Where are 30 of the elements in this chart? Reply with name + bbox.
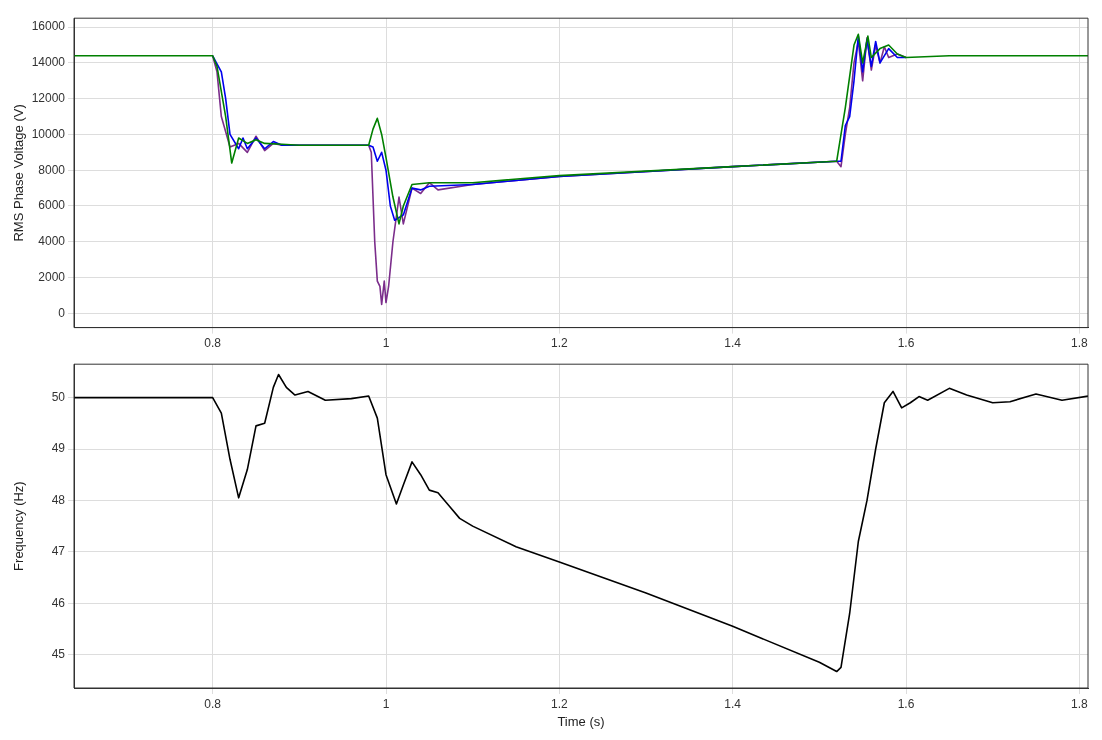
x-tick-label: 1.8 <box>1070 336 1088 351</box>
y-tick-label: 45 <box>51 646 66 661</box>
y-tick-label: 48 <box>51 492 66 507</box>
y-axis-title: RMS Phase Voltage (V) <box>11 104 27 242</box>
y-tick-label: 12000 <box>31 90 66 105</box>
x-tick-label: 1.4 <box>724 336 742 351</box>
x-tick-label: 0.8 <box>204 696 222 711</box>
x-tick-label: 1.8 <box>1070 696 1088 711</box>
y-tick-label: 6000 <box>38 198 66 213</box>
x-tick-label: 1 <box>382 336 390 351</box>
y-tick-label: 2000 <box>38 269 66 284</box>
x-tick-label: 1 <box>382 696 390 711</box>
x-tick-label: 0.8 <box>204 336 222 351</box>
y-tick-label: 46 <box>51 595 66 610</box>
x-tick-label: 1.6 <box>897 336 915 351</box>
y-tick-label: 47 <box>51 544 66 559</box>
y-axis-title: Frequency (Hz) <box>11 481 27 571</box>
y-tick-label: 16000 <box>31 19 66 34</box>
y-tick-label: 50 <box>51 389 66 404</box>
y-tick-label: 49 <box>51 441 66 456</box>
y-tick-label: 0 <box>58 305 66 320</box>
y-tick-label: 10000 <box>31 126 66 141</box>
y-tick-label: 8000 <box>38 162 66 177</box>
x-tick-label: 1.2 <box>550 336 568 351</box>
y-tick-label: 4000 <box>38 234 66 249</box>
x-tick-label: 1.4 <box>724 696 742 711</box>
y-tick-label: 14000 <box>31 55 66 70</box>
x-tick-label: 1.2 <box>550 696 568 711</box>
x-tick-label: 1.6 <box>897 696 915 711</box>
x-axis-title: Time (s) <box>557 713 605 729</box>
